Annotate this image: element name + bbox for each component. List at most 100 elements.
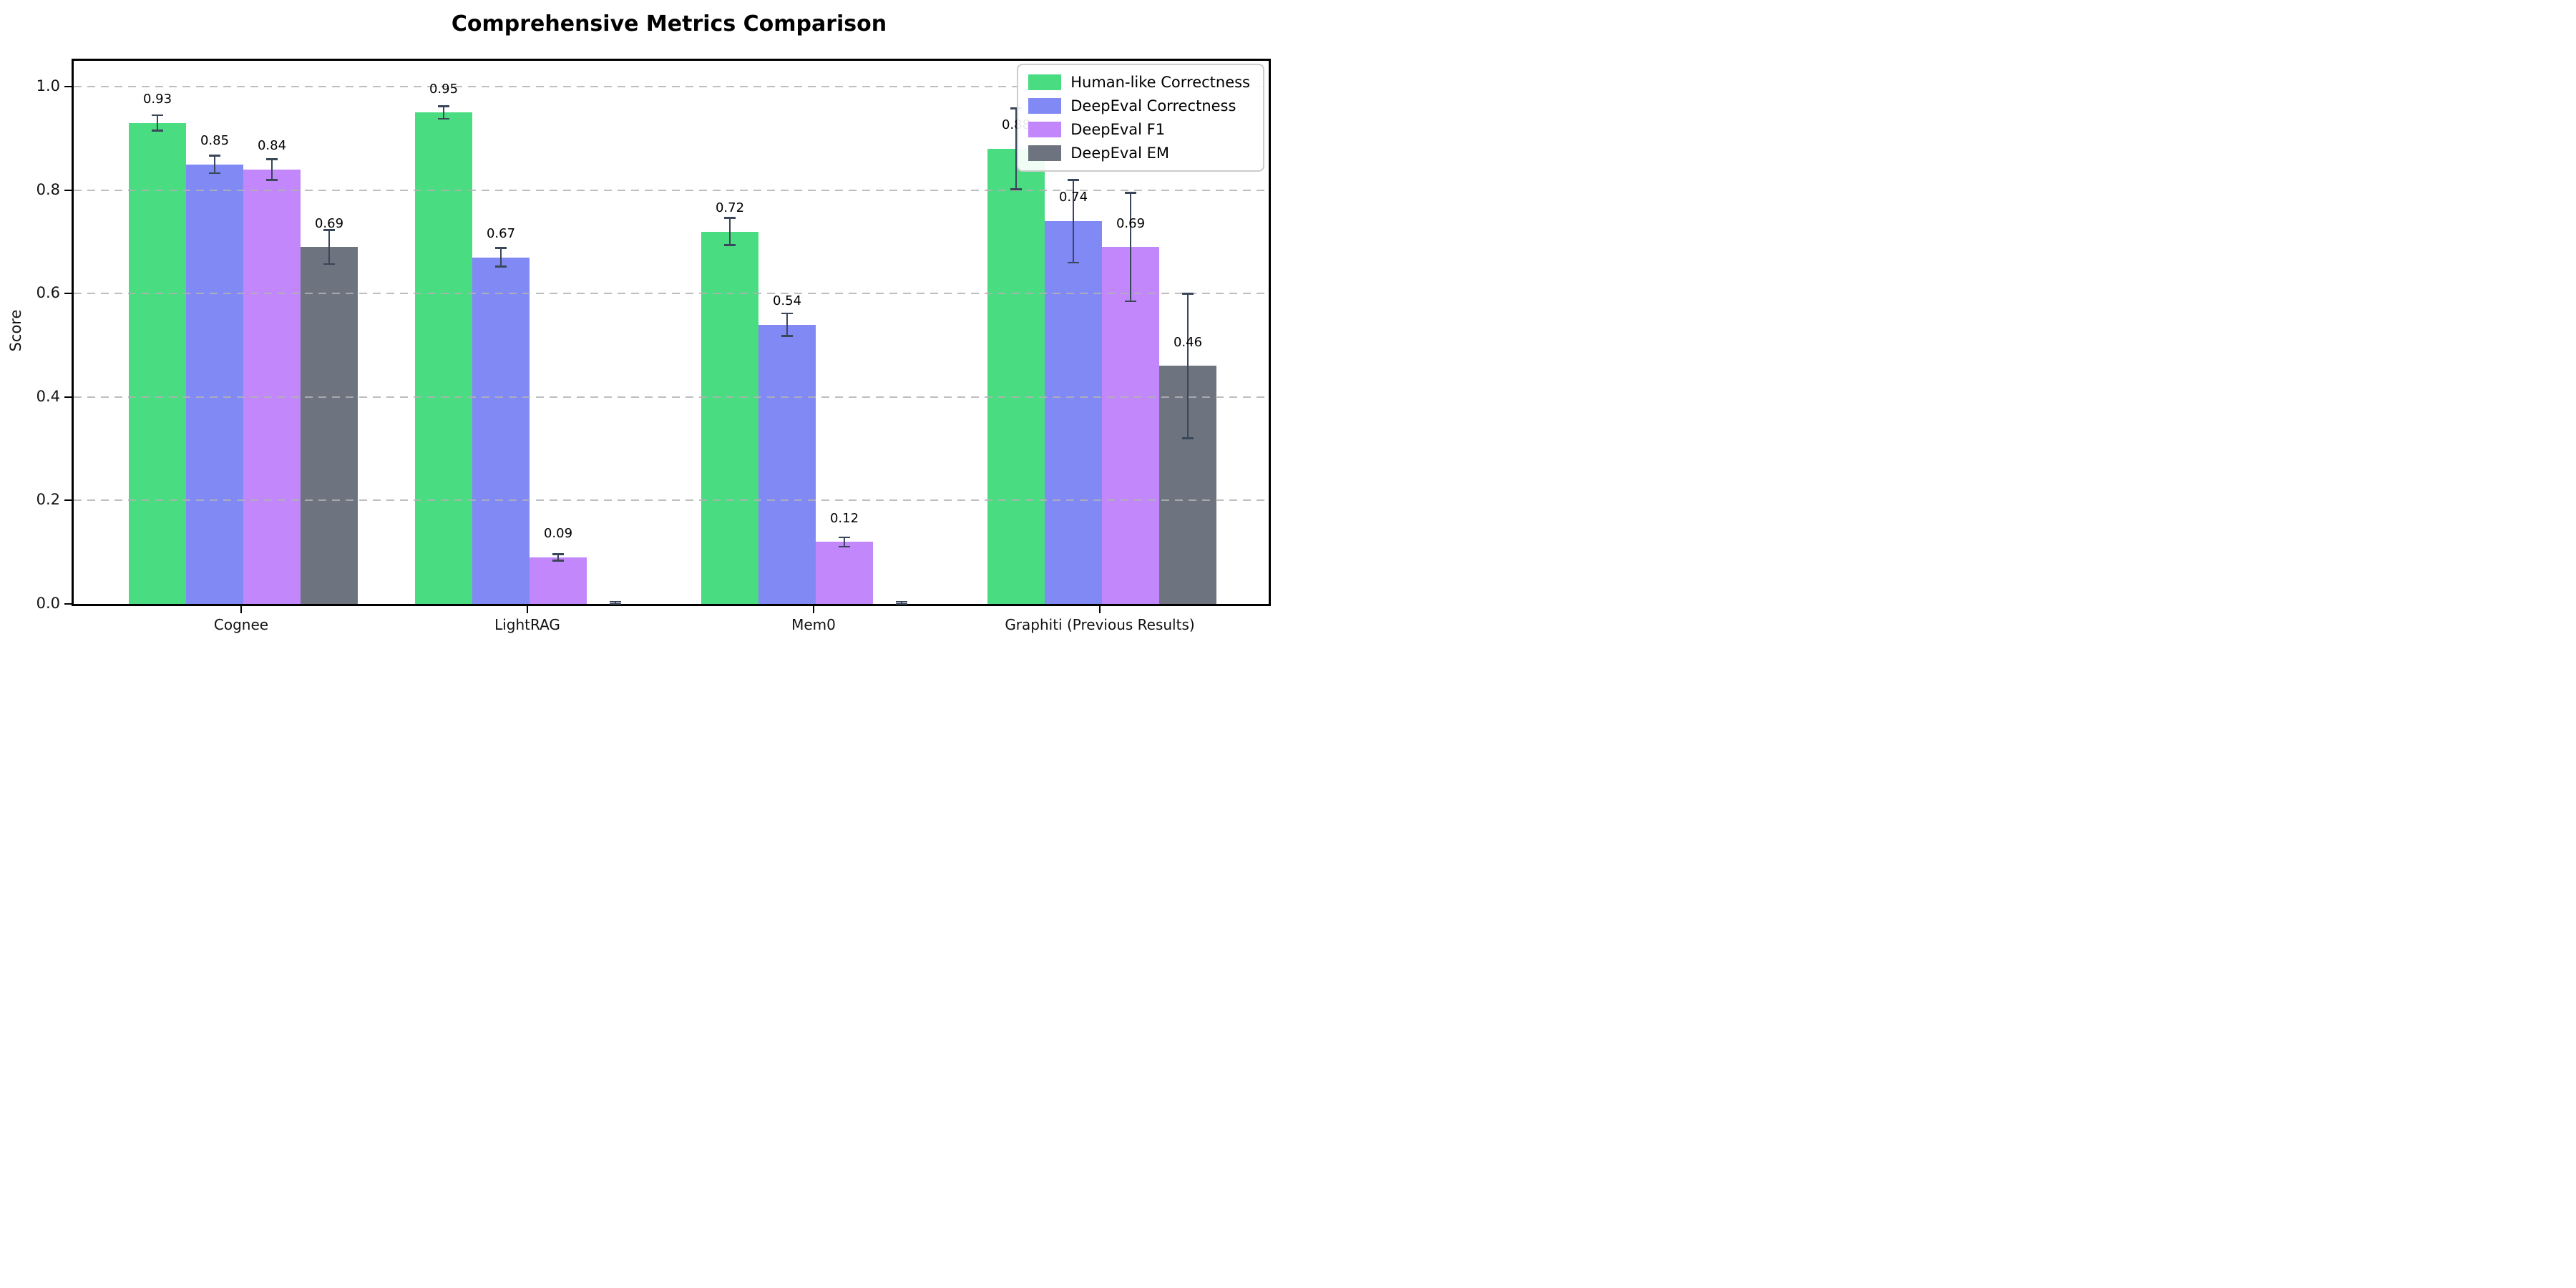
error-bar-cap bbox=[610, 602, 621, 605]
y-tick-mark bbox=[64, 86, 72, 88]
bar bbox=[1045, 221, 1102, 604]
error-bar-cap bbox=[1182, 293, 1194, 295]
y-tick-label: 0.4 bbox=[36, 387, 60, 405]
y-axis-label: Score bbox=[7, 309, 24, 352]
legend-item: DeepEval Correctness bbox=[1028, 97, 1250, 114]
error-bar bbox=[843, 537, 846, 547]
error-bar-cap bbox=[552, 553, 564, 555]
error-bar bbox=[270, 159, 273, 180]
error-bar-cap bbox=[495, 265, 507, 268]
value-label: 0.95 bbox=[429, 81, 459, 97]
x-tick-label: Mem0 bbox=[791, 616, 836, 633]
legend-label: DeepEval EM bbox=[1070, 145, 1170, 162]
y-tick-label: 0.8 bbox=[36, 180, 60, 198]
bar bbox=[243, 169, 301, 604]
error-bar-cap bbox=[896, 602, 907, 605]
value-label: 0.74 bbox=[1058, 190, 1088, 205]
chart-title: Comprehensive Metrics Comparison bbox=[451, 11, 887, 36]
value-label: 0.46 bbox=[1173, 334, 1203, 350]
error-bar bbox=[213, 155, 216, 173]
value-label: 0.69 bbox=[314, 215, 344, 231]
error-bar-cap bbox=[1068, 261, 1079, 264]
error-bar-cap bbox=[209, 155, 220, 157]
error-bar-cap bbox=[896, 600, 907, 603]
x-tick-mark bbox=[1099, 606, 1101, 613]
error-bar-cap bbox=[724, 217, 736, 219]
error-bar bbox=[557, 554, 560, 561]
error-bar bbox=[1072, 180, 1075, 263]
error-bar bbox=[1186, 293, 1189, 439]
y-tick-label: 0.6 bbox=[36, 284, 60, 302]
bar bbox=[987, 148, 1045, 604]
error-bar bbox=[1129, 192, 1132, 302]
error-bar bbox=[442, 106, 445, 119]
y-tick-label: 1.0 bbox=[36, 77, 60, 95]
x-tick-mark bbox=[813, 606, 814, 613]
error-bar-cap bbox=[839, 545, 850, 547]
y-tick-mark bbox=[64, 396, 72, 398]
error-bar bbox=[728, 218, 731, 245]
value-label: 0.93 bbox=[142, 92, 172, 107]
error-bar-cap bbox=[152, 114, 163, 117]
error-bar-cap bbox=[323, 229, 335, 231]
legend-swatch-icon bbox=[1028, 145, 1062, 161]
error-bar-cap bbox=[610, 600, 621, 603]
value-label: 0.54 bbox=[772, 293, 802, 308]
error-bar-cap bbox=[266, 179, 278, 181]
value-label: 0.72 bbox=[715, 200, 745, 215]
error-bar-cap bbox=[1010, 188, 1022, 190]
y-tick-label: 0.0 bbox=[36, 595, 60, 612]
error-bar bbox=[1015, 108, 1018, 190]
error-bar-cap bbox=[495, 247, 507, 249]
bar bbox=[530, 557, 587, 604]
error-bar-cap bbox=[781, 312, 793, 314]
y-tick-mark bbox=[64, 603, 72, 605]
error-bar-cap bbox=[323, 263, 335, 265]
error-bar bbox=[900, 602, 903, 604]
error-bar-cap bbox=[1182, 437, 1194, 439]
error-bar-cap bbox=[209, 172, 220, 175]
error-bar bbox=[156, 114, 159, 131]
x-tick-mark bbox=[527, 606, 528, 613]
legend-item: Human-like Correctness bbox=[1028, 74, 1250, 91]
bar bbox=[758, 324, 816, 604]
legend-label: DeepEval F1 bbox=[1070, 121, 1166, 138]
value-label: 0.67 bbox=[486, 226, 516, 241]
bar bbox=[816, 542, 873, 604]
value-label: 0.85 bbox=[200, 132, 230, 148]
x-tick-mark bbox=[240, 606, 242, 613]
y-tick-mark bbox=[64, 189, 72, 191]
error-bar-cap bbox=[839, 536, 850, 538]
error-bar-cap bbox=[152, 130, 163, 132]
error-bar bbox=[614, 602, 617, 604]
legend-label: DeepEval Correctness bbox=[1070, 97, 1236, 114]
value-label: 0.09 bbox=[543, 526, 573, 542]
error-bar-cap bbox=[724, 244, 736, 246]
bar bbox=[472, 257, 530, 604]
bar bbox=[129, 122, 186, 604]
y-tick-mark bbox=[64, 499, 72, 502]
error-bar-cap bbox=[781, 335, 793, 337]
x-tick-label: Cognee bbox=[213, 616, 269, 633]
error-bar-cap bbox=[1125, 300, 1136, 303]
y-tick-mark bbox=[64, 293, 72, 295]
x-tick-label: LightRAG bbox=[494, 616, 560, 633]
value-label: 0.69 bbox=[1116, 215, 1146, 231]
error-bar bbox=[786, 313, 789, 336]
figure: Comprehensive Metrics Comparison Score 0… bbox=[0, 0, 1288, 644]
value-label: 0.84 bbox=[257, 138, 287, 154]
legend-swatch-icon bbox=[1028, 98, 1062, 114]
error-bar-cap bbox=[1125, 192, 1136, 194]
bar bbox=[301, 247, 358, 604]
bar bbox=[186, 164, 243, 604]
legend: Human-like Correctness DeepEval Correctne… bbox=[1017, 64, 1264, 172]
legend-label: Human-like Correctness bbox=[1070, 74, 1250, 91]
value-label: 0.12 bbox=[829, 510, 859, 526]
error-bar bbox=[499, 248, 502, 267]
bar bbox=[1102, 247, 1159, 604]
legend-item: DeepEval EM bbox=[1028, 145, 1250, 162]
legend-item: DeepEval F1 bbox=[1028, 121, 1250, 138]
error-bar-cap bbox=[266, 158, 278, 160]
bar bbox=[415, 112, 472, 604]
error-bar-cap bbox=[438, 117, 449, 120]
